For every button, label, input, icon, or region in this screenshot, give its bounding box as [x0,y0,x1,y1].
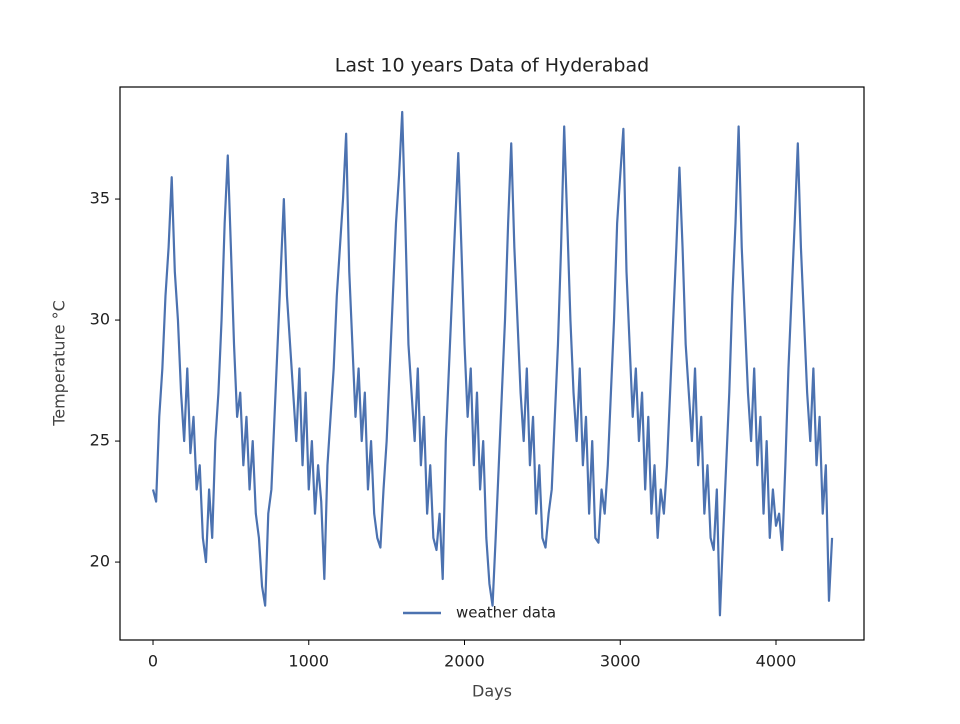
x-tick-label: 3000 [600,652,641,671]
y-tick-label: 20 [90,552,110,571]
plot-frame [119,86,865,641]
x-tick-label: 4000 [756,652,797,671]
chart-title: Last 10 years Data of Hyderabad [335,55,649,77]
y-tick-label: 35 [90,189,110,208]
x-tick-label: 2000 [444,652,485,671]
x-tick-label: 1000 [288,652,329,671]
legend-label: weather data [456,604,556,622]
y-tick-label: 30 [90,310,110,329]
data-line [151,110,834,617]
x-tick-label: 0 [148,652,158,671]
y-axis-label: Temperature °C [50,300,69,427]
x-axis-label: Days [472,682,512,701]
y-tick-label: 25 [90,431,110,450]
